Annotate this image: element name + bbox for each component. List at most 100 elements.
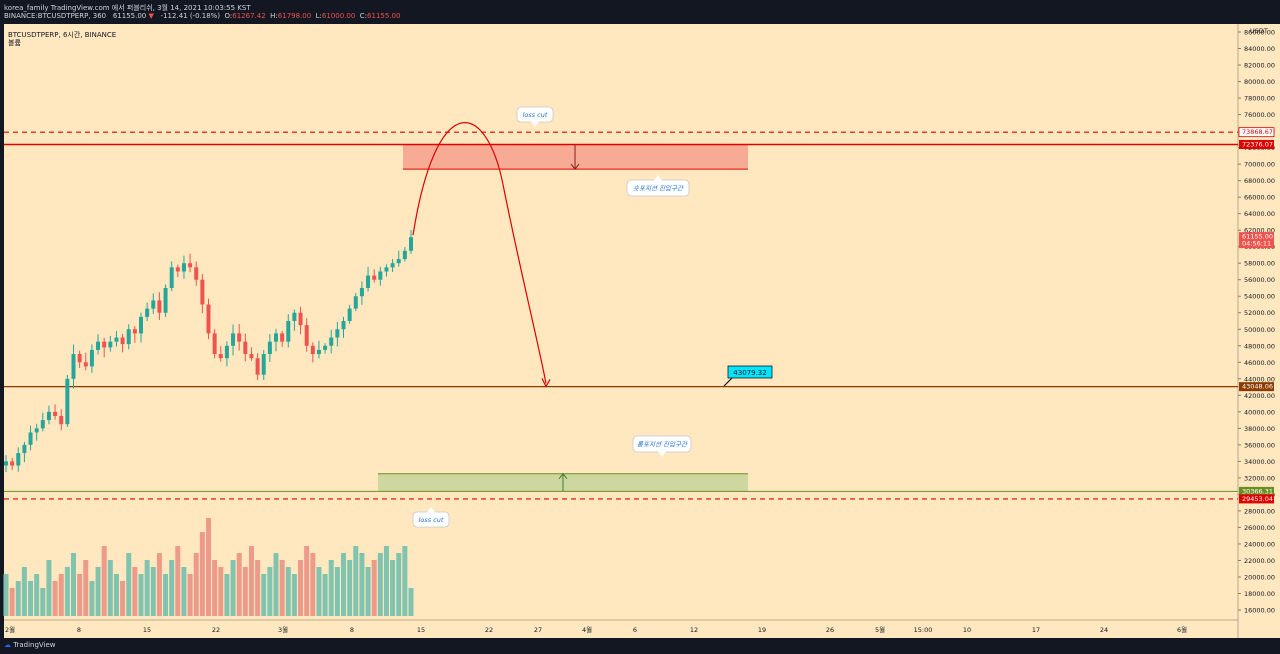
short-entry-arrowhead bbox=[570, 163, 580, 170]
volume-bar bbox=[316, 567, 322, 616]
price-tick-label: 22000.00 bbox=[1244, 557, 1275, 565]
volume-bar bbox=[383, 546, 389, 616]
volume-bar bbox=[402, 546, 408, 616]
volume-bar bbox=[58, 574, 64, 616]
candle-body bbox=[96, 341, 101, 350]
volume-bar bbox=[46, 560, 52, 616]
candle-body bbox=[34, 428, 39, 433]
volume-bar bbox=[255, 560, 261, 616]
volume-bar bbox=[113, 574, 119, 616]
time-tick-label: 26 bbox=[826, 626, 834, 634]
candle-body bbox=[372, 275, 377, 280]
candle-body bbox=[71, 354, 76, 379]
price-tick-label: 38000.00 bbox=[1244, 425, 1275, 433]
volume-bar bbox=[390, 560, 396, 616]
volume-bar bbox=[304, 546, 310, 616]
long-entry-callout-text: 롱포지션 진입구간 bbox=[637, 441, 688, 449]
price-tick-label: 52000.00 bbox=[1244, 309, 1275, 317]
volume-label: 볼륨 bbox=[8, 39, 21, 47]
candle-body bbox=[280, 333, 285, 342]
volume-bar bbox=[34, 574, 40, 616]
volume-bar bbox=[132, 567, 138, 616]
candle-body bbox=[255, 358, 260, 375]
candle-body bbox=[292, 312, 297, 321]
price-tag-box bbox=[1239, 232, 1274, 249]
time-tick-label: 22 bbox=[485, 626, 493, 634]
volume-bar bbox=[3, 574, 9, 616]
volume-bar bbox=[101, 546, 107, 616]
candle-body bbox=[4, 461, 8, 466]
candle-body bbox=[206, 304, 211, 334]
price-tick-label: 32000.00 bbox=[1244, 474, 1275, 482]
volume-bar bbox=[224, 574, 230, 616]
loss-cut-top-callout: loss cut bbox=[516, 106, 554, 127]
candle-body bbox=[169, 267, 174, 288]
volume-bar bbox=[175, 546, 181, 616]
candle-body bbox=[59, 415, 64, 425]
price-tick-label: 50000.00 bbox=[1244, 326, 1275, 334]
candle-body bbox=[243, 341, 248, 355]
short-entry-callout-tail bbox=[654, 175, 662, 181]
price-tick-label: 18000.00 bbox=[1244, 590, 1275, 598]
volume-bar bbox=[9, 588, 15, 616]
volume-bar bbox=[138, 574, 144, 616]
time-tick-label: 4월 bbox=[582, 625, 592, 634]
volume-bar bbox=[353, 546, 359, 616]
candle-body bbox=[402, 250, 407, 260]
price-tag-box bbox=[1239, 494, 1274, 504]
time-tick-label: 15:00 bbox=[914, 626, 933, 634]
volume-bar bbox=[77, 574, 83, 616]
price-tag-box bbox=[1238, 127, 1275, 138]
volume-bar bbox=[163, 574, 169, 616]
tradingview-logo-icon: ☁ bbox=[4, 641, 11, 649]
time-tick-label: 6월 bbox=[1177, 625, 1187, 634]
volume-bar bbox=[310, 553, 316, 616]
chart-canvas[interactable]: 86000.00 84000.00 82000.00 80000.00 78000.00… bbox=[0, 24, 1280, 638]
change-value: -112.41 (-0.18%) bbox=[160, 12, 221, 20]
candle-body bbox=[139, 316, 143, 334]
candle-body bbox=[274, 333, 278, 342]
loss-cut-top-callout-tail bbox=[531, 121, 539, 127]
price-tick-label: 42000.00 bbox=[1244, 392, 1275, 400]
price-tag-label: 61155.00 bbox=[1242, 233, 1273, 241]
candle-body bbox=[261, 354, 266, 375]
candle-body bbox=[366, 275, 371, 288]
candle-body bbox=[83, 362, 88, 367]
time-tick-label: 8 bbox=[350, 626, 354, 634]
candle-body bbox=[359, 287, 364, 297]
candle-body bbox=[286, 321, 291, 342]
volume-bar bbox=[64, 567, 70, 616]
candle-body bbox=[65, 378, 70, 425]
last-price: 61155.00 bbox=[112, 12, 147, 20]
long-entry-arrowhead bbox=[558, 472, 568, 480]
candle-body bbox=[237, 333, 242, 342]
candle-body bbox=[120, 337, 125, 345]
close-value: 61155.00 bbox=[367, 12, 401, 20]
price-tick-label: 76000.00 bbox=[1244, 111, 1275, 119]
currency-label: USDT bbox=[1250, 27, 1268, 35]
symbol-info: BTCUSDTPERP, 6시간, BINANCE bbox=[8, 31, 117, 39]
target-label-text: 43079.32 bbox=[733, 369, 766, 377]
candle-body bbox=[89, 349, 94, 367]
price-tag-label: 43048.06 bbox=[1242, 383, 1273, 391]
volume-bar bbox=[126, 553, 132, 616]
candle-body bbox=[175, 267, 180, 272]
volume-bar bbox=[242, 567, 248, 616]
time-tick-label: 3월 bbox=[278, 625, 288, 634]
volume-bar bbox=[408, 588, 414, 616]
candle-body bbox=[181, 263, 186, 272]
price-tick-label: 62000.00 bbox=[1244, 227, 1275, 235]
price-tick-label: 82000.00 bbox=[1244, 62, 1275, 70]
time-tick-label: 24 bbox=[1100, 626, 1108, 634]
price-tick-label: 48000.00 bbox=[1244, 342, 1275, 350]
candle-body bbox=[341, 321, 346, 330]
volume-bar bbox=[334, 567, 340, 616]
plot-background bbox=[4, 24, 1238, 620]
price-tick-label: 54000.00 bbox=[1244, 293, 1275, 301]
volume-bar bbox=[89, 581, 95, 616]
volume-bar bbox=[248, 546, 254, 616]
volume-bar bbox=[236, 553, 242, 616]
candle-body bbox=[77, 354, 82, 363]
candle-body bbox=[224, 345, 229, 359]
price-tick-label: 28000.00 bbox=[1244, 507, 1275, 515]
